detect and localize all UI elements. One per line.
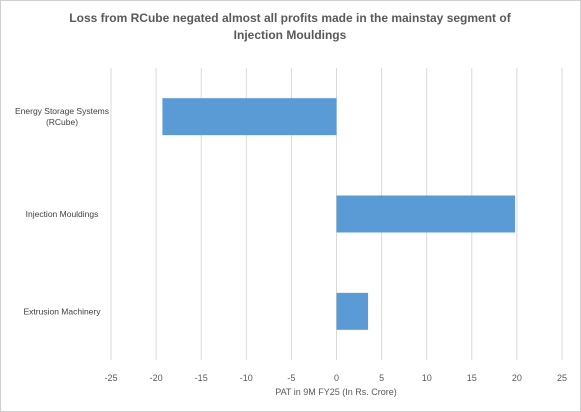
x-tick-labels: -25 -20 -15 -10 -5 0 5 10 15 20 25 — [104, 373, 567, 383]
bar — [336, 195, 516, 233]
x-tick-label: 20 — [512, 373, 522, 383]
category-label: Extrusion Machinery — [23, 306, 101, 316]
x-tick-label: 0 — [334, 373, 339, 383]
x-tick-label: -15 — [195, 373, 208, 383]
chart-title-line: Injection Mouldings — [234, 28, 347, 42]
x-tick-label: -25 — [104, 373, 117, 383]
x-tick-label: 10 — [422, 373, 432, 383]
category-label: Injection Mouldings — [26, 209, 99, 219]
x-tick-label: -20 — [150, 373, 163, 383]
x-tick-label: -10 — [240, 373, 253, 383]
x-tick-label: 5 — [379, 373, 384, 383]
category-labels: Energy Storage Systems (RCube) Injection M… — [15, 106, 109, 316]
x-axis-label: PAT in 9M FY25 (In Rs. Crore) — [275, 387, 397, 397]
chart-title: Loss from RCube negated almost all profi… — [69, 11, 511, 42]
bar — [336, 292, 369, 330]
chart-title-line: Loss from RCube negated almost all profi… — [69, 11, 511, 25]
x-tick-label: -5 — [287, 373, 295, 383]
bars — [162, 98, 516, 330]
x-tick-label: 25 — [557, 373, 567, 383]
category-label: Energy Storage Systems (RCube) — [15, 106, 109, 127]
x-tick-label: 15 — [467, 373, 477, 383]
bar — [162, 98, 337, 136]
